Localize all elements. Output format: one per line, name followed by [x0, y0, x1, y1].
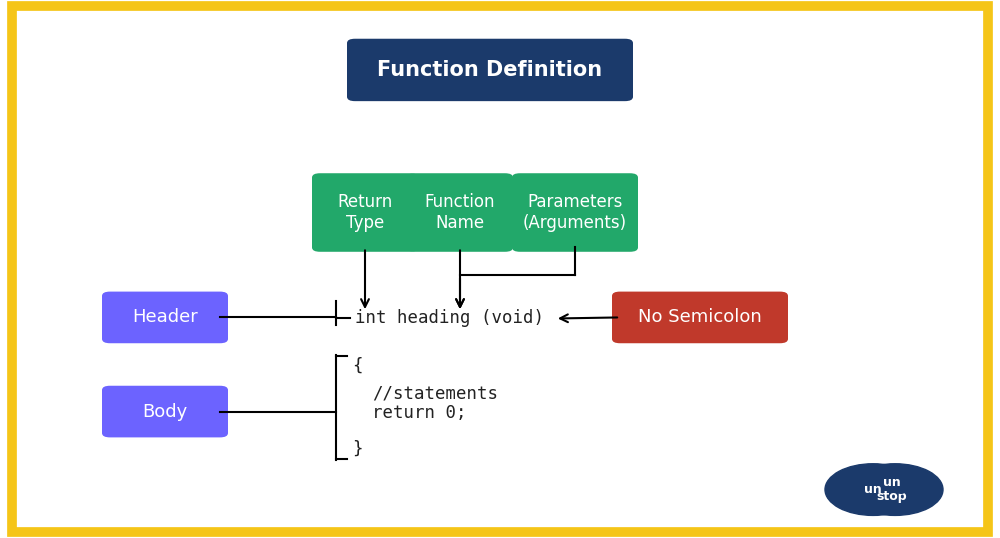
Circle shape — [847, 464, 943, 515]
Text: Function Definition: Function Definition — [377, 60, 603, 80]
FancyBboxPatch shape — [102, 386, 228, 437]
Circle shape — [825, 464, 921, 515]
Text: Header: Header — [132, 308, 198, 327]
FancyBboxPatch shape — [347, 39, 633, 101]
Text: int heading (void): int heading (void) — [355, 309, 544, 328]
Text: Body: Body — [142, 402, 188, 421]
FancyBboxPatch shape — [612, 292, 788, 343]
FancyBboxPatch shape — [312, 173, 418, 252]
Text: //statements: //statements — [372, 385, 498, 403]
Text: stop: stop — [896, 483, 930, 497]
Text: No Semicolon: No Semicolon — [638, 308, 762, 327]
FancyBboxPatch shape — [407, 173, 513, 252]
Text: Parameters
(Arguments): Parameters (Arguments) — [523, 193, 627, 232]
Text: Return
Type: Return Type — [337, 193, 393, 232]
Text: {: { — [352, 357, 362, 375]
Text: un: un — [864, 483, 882, 496]
Text: }: } — [352, 440, 362, 458]
Text: return 0;: return 0; — [372, 404, 466, 422]
FancyBboxPatch shape — [102, 292, 228, 343]
FancyBboxPatch shape — [512, 173, 638, 252]
Text: Function
Name: Function Name — [425, 193, 495, 232]
Text: un
stop: un stop — [877, 476, 907, 503]
